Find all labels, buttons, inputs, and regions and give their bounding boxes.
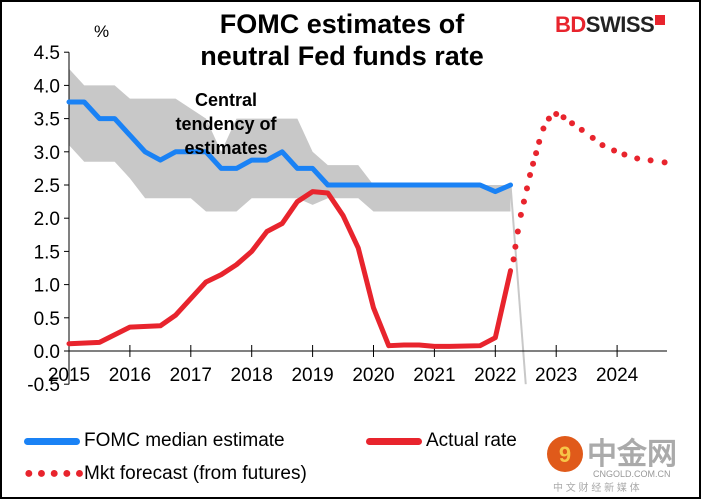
forecast-dot: [621, 151, 628, 158]
y-tick-label: 0.5: [34, 309, 60, 330]
x-tick-label: 2019: [291, 365, 333, 386]
legend-label-median: FOMC median estimate: [84, 430, 285, 451]
forecast-dot: [540, 125, 547, 132]
legend-swatch-median: [24, 437, 80, 445]
x-tick-label: 2022: [474, 365, 516, 386]
legend-median: FOMC median estimate: [24, 430, 285, 452]
y-axis-unit: %: [94, 22, 110, 41]
logo-swiss: SWISS: [585, 12, 655, 37]
logo-bd: BD: [555, 12, 586, 37]
band-annotation: estimates: [184, 138, 267, 158]
x-tick-label: 2017: [170, 365, 212, 386]
forecast-dot: [578, 126, 585, 133]
forecast-dot: [530, 160, 537, 167]
forecast-dot: [517, 211, 524, 218]
x-tick-label: 2024: [596, 365, 639, 386]
forecast-dot: [611, 147, 618, 154]
forecast-dot: [661, 159, 668, 166]
forecast-dot: [553, 110, 560, 117]
x-tick-label: 2021: [413, 365, 455, 386]
band-annotation: Central: [195, 90, 257, 110]
series-line-median: [66, 99, 514, 195]
y-tick-label: -0.5: [27, 375, 60, 396]
svg-text:9: 9: [559, 442, 571, 467]
x-tick-label: 2016: [109, 365, 151, 386]
chart-title: FOMC estimates of neutral Fed funds rate: [152, 8, 532, 72]
bdswiss-logo: BDSWISS: [555, 12, 666, 38]
cngold-emblem-icon: [547, 436, 583, 472]
forecast-dot: [512, 243, 519, 250]
forecast-dot: [599, 142, 606, 149]
legend-label-forecast: Mkt forecast (from futures): [84, 463, 307, 484]
y-tick-label: 1.0: [34, 276, 60, 297]
legend-forecast: ●●●●● Mkt forecast (from futures): [24, 463, 307, 485]
forecast-dot: [523, 185, 530, 192]
y-tick-label: 2.0: [34, 209, 60, 230]
forecast-dot: [634, 155, 641, 162]
forecast-dot: [527, 172, 534, 179]
title-line-1: FOMC estimates of: [219, 9, 465, 39]
x-tick-label: 2020: [352, 365, 394, 386]
cngold-watermark: 9 中金网 CNGOLD.COM.CN 中 文 财 经 新 媒 体: [547, 436, 677, 494]
legend-label-actual: Actual rate: [426, 430, 517, 451]
y-tick-label: 1.5: [34, 242, 60, 263]
swiss-flag-icon: [655, 15, 666, 25]
forecast-dot: [569, 120, 576, 127]
forecast-dot: [647, 157, 654, 164]
forecast-dot: [545, 115, 552, 122]
x-tick-label: 2015: [48, 365, 90, 386]
watermark-domain: CNGOLD.COM.CN: [593, 469, 671, 479]
legend-swatch-actual: [366, 437, 422, 445]
x-tick-label: 2023: [535, 365, 577, 386]
x-tick-label: 2018: [231, 365, 273, 386]
watermark-tagline: 中 文 财 经 新 媒 体: [553, 481, 640, 494]
legend-actual: Actual rate: [366, 430, 517, 452]
title-line-2: neutral Fed funds rate: [200, 41, 484, 71]
forecast-dot: [560, 114, 567, 121]
band-annotation: tendency of: [175, 114, 277, 134]
series-line-actual: [66, 189, 514, 349]
central-tendency-band: [69, 68, 511, 212]
y-tick-label: 4.5: [34, 43, 60, 64]
forecast-dot: [589, 134, 596, 141]
y-tick-label: 2.5: [34, 176, 60, 197]
y-tick-label: 4.0: [34, 76, 60, 97]
chart-plot: -0.5 0.0 0.5 1.0 1.5 2.0 2.5 3.0 3.5 4.0 4.5 2015 20…: [27, 43, 668, 396]
forecast-dot: [514, 228, 521, 235]
forecast-dot: [536, 138, 543, 145]
watermark-cn: 中金网: [587, 437, 677, 471]
y-tick-label: 3.0: [34, 143, 60, 164]
y-tick-label: 0.0: [34, 342, 60, 363]
y-tick-label: 3.5: [34, 110, 60, 131]
forecast-dot: [510, 256, 517, 263]
forecast-dot: [533, 150, 540, 157]
forecast-dot: [520, 198, 527, 205]
legend-swatch-forecast: ●●●●●: [24, 465, 88, 482]
